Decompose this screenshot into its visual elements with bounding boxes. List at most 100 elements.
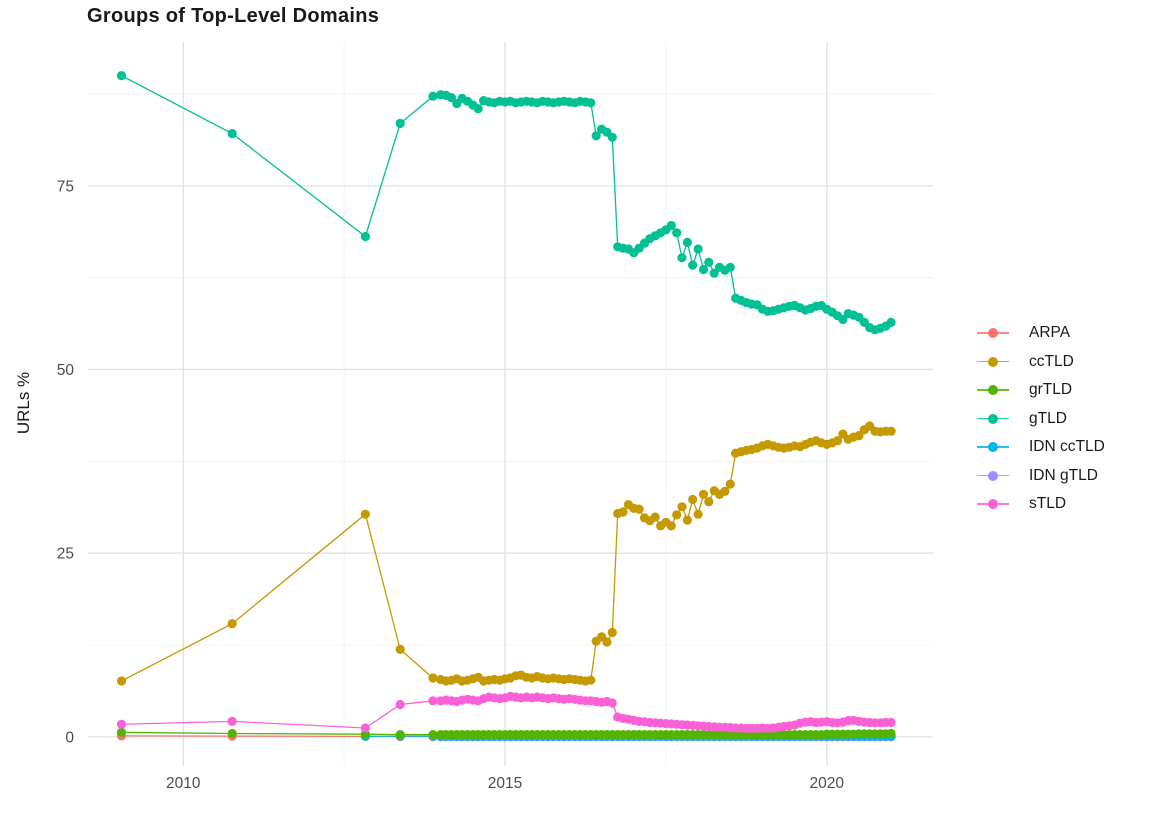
data-point	[602, 637, 612, 647]
data-point	[677, 253, 687, 263]
legend-item-gtld: gTLD	[977, 405, 1105, 434]
data-point	[395, 644, 405, 655]
legend-item-label: IDN gTLD	[1029, 466, 1098, 484]
legend-key-dot	[988, 328, 998, 339]
panel-grid-minor	[88, 42, 933, 766]
data-point	[360, 723, 370, 733]
data-point	[688, 494, 698, 505]
legend-key-icon	[977, 384, 1009, 396]
data-point	[854, 431, 864, 441]
axis-tick-labels: 0 25 50 75 2010 2015 2020	[57, 178, 845, 792]
legend-item-label: sTLD	[1029, 495, 1067, 513]
data-point	[725, 262, 735, 272]
data-point	[360, 509, 370, 519]
legend: ARPA ccTLD grTLD gTLD IDN ccTLD	[977, 319, 1105, 519]
series-grTLD	[116, 727, 896, 740]
legend-key-icon	[977, 498, 1009, 510]
data-point	[395, 730, 405, 740]
x-tick-label: 2015	[488, 775, 522, 792]
series-points-ccTLD	[116, 421, 896, 686]
legend-key-icon	[977, 413, 1009, 425]
legend-item-label: ccTLD	[1029, 352, 1074, 370]
series-layer	[116, 71, 896, 742]
series-sTLD	[116, 691, 896, 734]
series-points-grTLD	[116, 727, 896, 740]
data-point	[607, 627, 617, 638]
chart-title: Groups of Top-Level Domains	[87, 5, 380, 27]
data-point	[709, 268, 719, 278]
legend-key-dot	[988, 499, 998, 510]
data-point	[116, 719, 127, 729]
legend-item-idn-cctld: IDN ccTLD	[977, 433, 1105, 462]
legend-key-dot	[988, 385, 998, 396]
y-tick-label: 50	[57, 362, 75, 379]
data-point	[591, 131, 601, 141]
legend-key-dot	[988, 413, 998, 424]
legend-key-dot	[988, 356, 998, 367]
y-tick-label: 75	[57, 178, 74, 195]
legend-key-icon	[977, 470, 1009, 482]
legend-item-label: gTLD	[1029, 409, 1067, 427]
data-point	[677, 502, 687, 512]
data-point	[116, 71, 127, 81]
legend-item-idn-gtld: IDN gTLD	[977, 462, 1105, 491]
legend-item-grtld: grTLD	[977, 376, 1105, 405]
series-points-sTLD	[116, 691, 896, 734]
legend-key-dot	[988, 442, 998, 453]
data-point	[473, 104, 483, 114]
data-point	[698, 264, 709, 275]
x-tick-label: 2010	[166, 775, 201, 792]
data-point	[227, 619, 237, 629]
series-points-gTLD	[116, 71, 896, 335]
series-gTLD	[116, 71, 896, 335]
data-point	[693, 244, 703, 254]
y-tick-label: 25	[57, 546, 74, 563]
legend-item-label: ARPA	[1029, 324, 1071, 342]
data-point	[698, 489, 709, 499]
data-point	[586, 675, 596, 685]
legend-item-label: IDN ccTLD	[1029, 438, 1105, 456]
data-point	[395, 699, 405, 710]
data-point	[395, 118, 405, 128]
data-point	[693, 509, 703, 519]
series-line-gTLD	[121, 75, 892, 331]
data-point	[607, 698, 617, 708]
data-point	[360, 231, 370, 242]
data-point	[682, 237, 693, 247]
legend-key-icon	[977, 327, 1009, 339]
y-axis-title: URLs %	[14, 371, 33, 435]
data-point	[428, 673, 438, 683]
data-point	[650, 512, 660, 522]
data-point	[116, 676, 127, 686]
data-point	[704, 497, 714, 507]
data-point	[720, 486, 730, 496]
data-point	[886, 717, 896, 728]
legend-key-dot	[988, 470, 998, 481]
series-ccTLD	[116, 421, 896, 686]
data-point	[607, 132, 617, 142]
data-point	[116, 727, 127, 738]
data-point	[832, 436, 843, 446]
panel-grid-major	[88, 42, 933, 766]
data-point	[682, 515, 693, 525]
data-point	[886, 728, 896, 739]
data-point	[227, 716, 237, 727]
legend-key-icon	[977, 356, 1009, 368]
data-point	[672, 510, 682, 520]
data-point	[666, 220, 676, 231]
y-tick-label: 0	[65, 729, 74, 746]
legend-item-cctld: ccTLD	[977, 348, 1105, 377]
data-point	[446, 93, 456, 103]
legend-item-arpa: ARPA	[977, 319, 1105, 348]
data-point	[688, 260, 698, 270]
data-point	[227, 129, 237, 139]
data-point	[634, 504, 644, 514]
data-point	[725, 479, 735, 489]
data-point	[618, 507, 628, 517]
legend-key-icon	[977, 441, 1009, 453]
legend-item-stld: sTLD	[977, 490, 1105, 519]
data-point	[672, 228, 682, 238]
data-point	[586, 98, 596, 108]
